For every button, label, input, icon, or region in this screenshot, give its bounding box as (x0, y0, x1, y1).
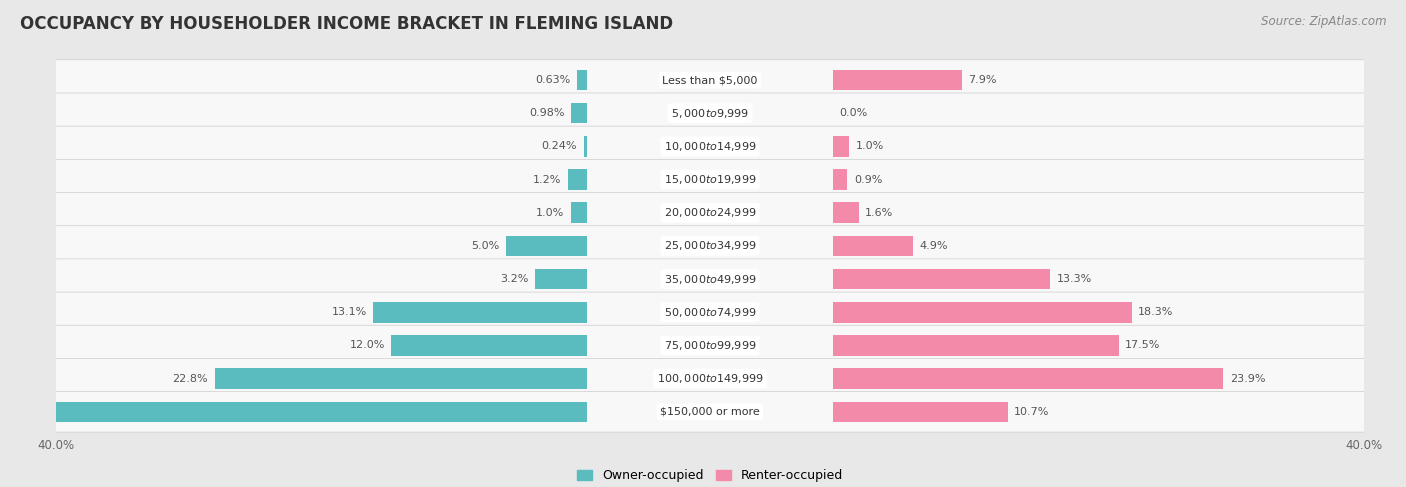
Bar (832, 236, 912, 256)
Text: $35,000 to $49,999: $35,000 to $49,999 (664, 273, 756, 285)
FancyBboxPatch shape (53, 225, 1367, 266)
Text: $25,000 to $34,999: $25,000 to $34,999 (664, 240, 756, 252)
FancyBboxPatch shape (53, 159, 1367, 200)
Text: $100,000 to $149,999: $100,000 to $149,999 (657, 372, 763, 385)
Bar (832, 302, 1132, 322)
Bar (576, 70, 588, 90)
Text: 1.0%: 1.0% (855, 141, 884, 151)
Text: $75,000 to $99,999: $75,000 to $99,999 (664, 339, 756, 352)
Bar (0, 402, 588, 422)
Text: 12.0%: 12.0% (350, 340, 385, 351)
Bar (832, 368, 1223, 389)
Text: 0.63%: 0.63% (536, 75, 571, 85)
Bar (832, 169, 848, 190)
Text: 17.5%: 17.5% (1125, 340, 1160, 351)
Text: 1.6%: 1.6% (865, 208, 894, 218)
Bar (583, 136, 588, 157)
Text: $20,000 to $24,999: $20,000 to $24,999 (664, 206, 756, 219)
FancyBboxPatch shape (53, 292, 1367, 333)
Text: 0.98%: 0.98% (530, 108, 565, 118)
Bar (571, 203, 588, 223)
Text: $10,000 to $14,999: $10,000 to $14,999 (664, 140, 756, 153)
Text: Source: ZipAtlas.com: Source: ZipAtlas.com (1261, 15, 1386, 28)
Bar (536, 269, 588, 289)
Text: OCCUPANCY BY HOUSEHOLDER INCOME BRACKET IN FLEMING ISLAND: OCCUPANCY BY HOUSEHOLDER INCOME BRACKET … (20, 15, 673, 33)
Bar (832, 269, 1050, 289)
Text: 22.8%: 22.8% (173, 374, 208, 384)
FancyBboxPatch shape (53, 392, 1367, 432)
Text: 0.24%: 0.24% (541, 141, 576, 151)
FancyBboxPatch shape (53, 259, 1367, 300)
Text: $150,000 or more: $150,000 or more (661, 407, 759, 417)
Text: 1.0%: 1.0% (536, 208, 565, 218)
Text: 1.2%: 1.2% (533, 174, 561, 185)
FancyBboxPatch shape (53, 358, 1367, 399)
Bar (215, 368, 588, 389)
FancyBboxPatch shape (53, 60, 1367, 100)
FancyBboxPatch shape (53, 126, 1367, 167)
Legend: Owner-occupied, Renter-occupied: Owner-occupied, Renter-occupied (572, 464, 848, 487)
Bar (374, 302, 588, 322)
Text: 0.9%: 0.9% (853, 174, 882, 185)
Text: 5.0%: 5.0% (471, 241, 499, 251)
Bar (832, 136, 849, 157)
FancyBboxPatch shape (53, 325, 1367, 366)
Text: 10.7%: 10.7% (1014, 407, 1049, 417)
Bar (832, 70, 962, 90)
Text: 13.3%: 13.3% (1056, 274, 1092, 284)
Text: 18.3%: 18.3% (1139, 307, 1174, 318)
Text: $50,000 to $74,999: $50,000 to $74,999 (664, 306, 756, 319)
Text: 3.2%: 3.2% (501, 274, 529, 284)
Text: 23.9%: 23.9% (1230, 374, 1265, 384)
Text: $15,000 to $19,999: $15,000 to $19,999 (664, 173, 756, 186)
Bar (832, 402, 1008, 422)
Bar (568, 169, 588, 190)
Text: 7.9%: 7.9% (969, 75, 997, 85)
FancyBboxPatch shape (53, 192, 1367, 233)
Bar (391, 335, 588, 356)
Bar (506, 236, 588, 256)
Text: 13.1%: 13.1% (332, 307, 367, 318)
Text: Less than $5,000: Less than $5,000 (662, 75, 758, 85)
Bar (571, 103, 588, 124)
Bar (832, 335, 1119, 356)
Text: 4.9%: 4.9% (920, 241, 948, 251)
Text: $5,000 to $9,999: $5,000 to $9,999 (671, 107, 749, 120)
FancyBboxPatch shape (53, 93, 1367, 133)
Text: 0.0%: 0.0% (839, 108, 868, 118)
Bar (832, 203, 859, 223)
